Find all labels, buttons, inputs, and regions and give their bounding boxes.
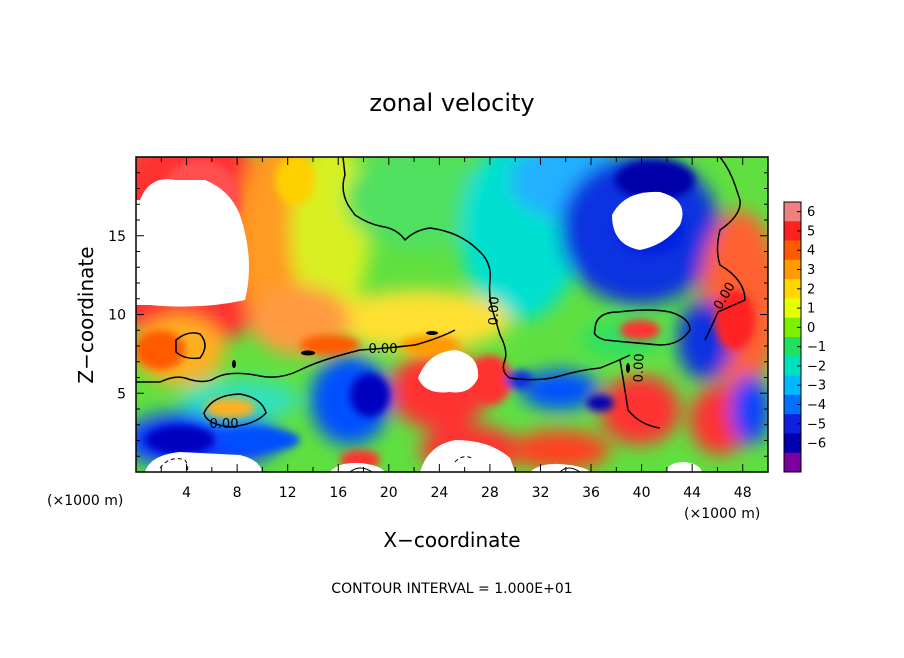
colorbar-swatch xyxy=(784,298,801,319)
colorbar-label: −5 xyxy=(807,417,826,432)
x-tick-label: 8 xyxy=(233,485,242,501)
colorbar-swatch xyxy=(784,337,801,357)
colorbar-swatch xyxy=(784,221,801,241)
colorbar-label: 5 xyxy=(807,224,815,239)
x-tick-label: 40 xyxy=(633,485,651,501)
contour-label: 0.00 xyxy=(487,296,503,325)
x-tick-label: 32 xyxy=(532,485,550,501)
colorbar-label: −4 xyxy=(807,398,826,413)
y-axis-ticks: 5 10 15 xyxy=(108,172,768,457)
contour-interval-note: CONTOUR INTERVAL = 1.000E+01 xyxy=(331,581,572,597)
x-tick-label: 12 xyxy=(279,485,297,501)
colorbar-swatch xyxy=(784,394,801,415)
contour-label: 0.00 xyxy=(369,342,398,357)
contour-label: 0.00 xyxy=(632,353,648,382)
y-tick-label: 15 xyxy=(108,229,126,245)
x-unit-left: (×1000 m) xyxy=(47,493,123,509)
x-tick-label: 36 xyxy=(582,485,600,501)
colorbar-label: 3 xyxy=(807,263,815,278)
x-tick-label: 28 xyxy=(481,485,499,501)
colorbar: 6 5 4 3 2 1 0 −1 −2 −3 −4 −5 −6 xyxy=(783,201,826,473)
colorbar-swatch xyxy=(784,414,801,434)
x-tick-label: 48 xyxy=(734,485,752,501)
x-axis-ticks: 4 8 12 16 20 24 28 32 36 40 44 48 xyxy=(160,157,752,501)
y-tick-label: 5 xyxy=(117,386,126,402)
colorbar-swatch xyxy=(784,356,801,376)
chart-title: zonal velocity xyxy=(369,89,534,117)
colorbar-frame xyxy=(783,201,802,473)
x-tick-label: 24 xyxy=(430,485,448,501)
colorbar-swatch xyxy=(784,279,801,299)
colorbar-swatch xyxy=(784,259,801,280)
colorbar-label: −3 xyxy=(807,379,826,394)
contour-label: 0.00 xyxy=(210,417,239,432)
heatmap-field xyxy=(136,157,768,472)
colorbar-swatch xyxy=(784,202,801,222)
x-unit-right: (×1000 m) xyxy=(684,506,760,522)
colorbar-label: −2 xyxy=(807,359,826,374)
colorbar-swatch xyxy=(784,452,801,473)
colorbar-swatch xyxy=(784,240,801,261)
colorbar-swatch xyxy=(784,433,801,454)
x-tick-label: 4 xyxy=(182,485,191,501)
colorbar-label: −1 xyxy=(807,340,826,355)
colorbar-label: −6 xyxy=(807,437,826,452)
colorbar-label: 1 xyxy=(807,302,815,317)
y-tick-label: 10 xyxy=(108,308,126,324)
colorbar-label: 6 xyxy=(807,205,815,220)
x-axis-title: X−coordinate xyxy=(383,528,520,552)
colorbar-swatch xyxy=(784,317,801,338)
colorbar-label: 0 xyxy=(807,321,815,336)
colorbar-swatch xyxy=(784,375,801,396)
x-tick-label: 20 xyxy=(380,485,398,501)
y-axis-title: Z−coordinate xyxy=(74,246,98,383)
x-tick-label: 16 xyxy=(329,485,347,501)
x-tick-label: 44 xyxy=(683,485,701,501)
colorbar-label: 4 xyxy=(807,244,815,259)
colorbar-label: 2 xyxy=(807,282,815,297)
